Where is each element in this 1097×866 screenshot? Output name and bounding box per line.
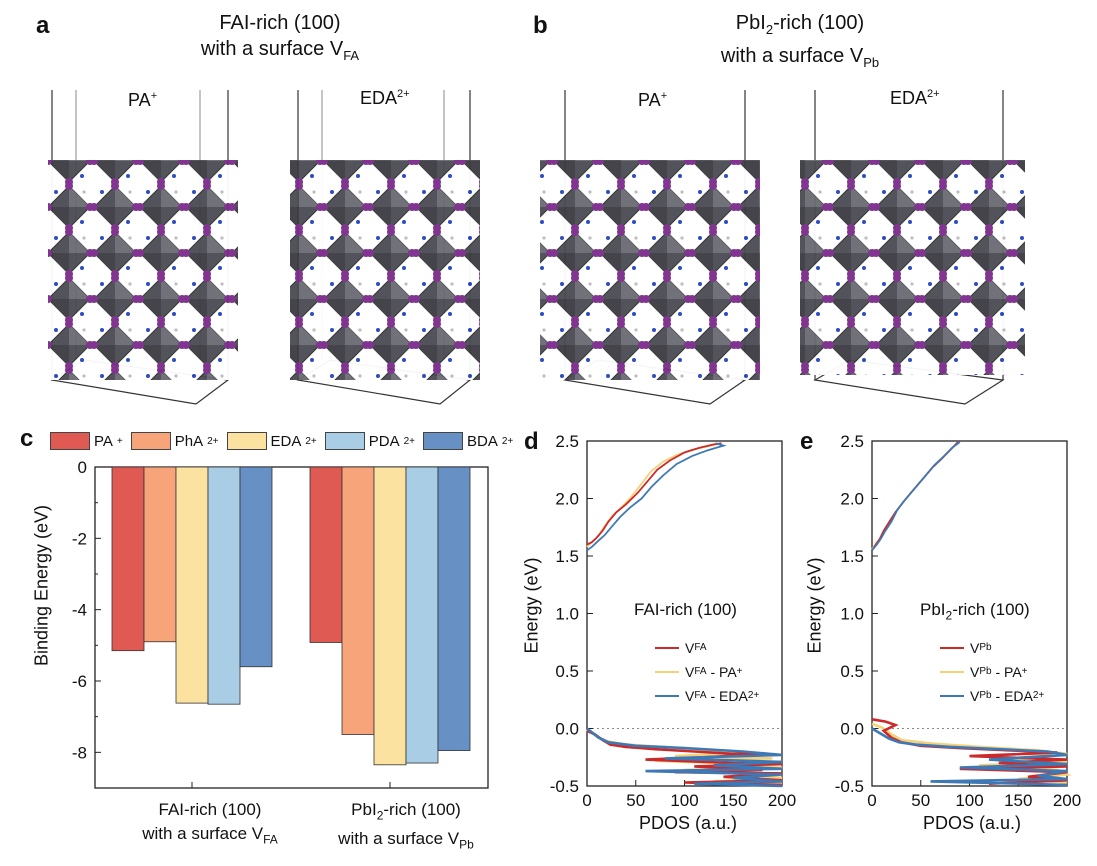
- bar-ytick-label: -8: [72, 743, 87, 762]
- pdos-chart-d: -0.5 0.0 0.5 1.0 1.5 2.0 2.5 0 50 100 150 200: [550, 432, 796, 810]
- bar-group-label-2: PbI2-rich (100) with a surface VPb: [338, 800, 474, 852]
- pdos-ytick-label: 1.0: [555, 605, 579, 624]
- pdos-xtick-label: 200: [768, 791, 796, 810]
- pdos-d-annotation: FAI-rich (100): [634, 600, 737, 619]
- bar-ytick-label: -2: [72, 529, 87, 548]
- bar-group-label-1: FAI-rich (100) with a surface VFA: [142, 800, 278, 847]
- bar: [341, 466, 375, 735]
- structure-label-2: EDA2+: [360, 88, 410, 108]
- bar-ylabel: Binding Energy (eV): [31, 504, 52, 667]
- panel-letter-e: e: [800, 428, 814, 455]
- panel-a-title-line1: FAI-rich (100): [219, 12, 341, 34]
- pdos-d-xlabel: PDOS (a.u.): [638, 813, 738, 833]
- bar: [143, 466, 177, 643]
- pdos-d-legend-item-1: V FA: [655, 636, 759, 660]
- pdos-d-legend-item-3: V FA - EDA 2+: [655, 684, 759, 708]
- panel-b-title-line2: with a surface VPb: [720, 45, 880, 70]
- structure-label-4: EDA2+: [890, 88, 940, 108]
- legend-item-pa: PA +: [50, 432, 123, 450]
- legend-item-eda: EDA 2+: [226, 432, 317, 450]
- bar-legend: PA + PhA 2+ EDA 2+ PDA 2+ BDA 2+: [50, 432, 513, 450]
- pdos-line-conduction-red: [871, 441, 959, 551]
- pdos-xtick-label: 0: [867, 791, 876, 810]
- pdos-d-legend-item-2: V FA - PA +: [655, 660, 759, 684]
- pdos-e-legend: V Pb V Pb - PA + V Pb - EDA 2+: [940, 636, 1044, 708]
- pdos-ytick-label: 2.5: [840, 432, 864, 451]
- pdos-ytick-label: 2.0: [840, 490, 864, 509]
- pdos-line-conduction-red: [586, 442, 722, 546]
- legend-swatch-pda: [324, 432, 365, 450]
- pdos-ytick-label: 0.5: [840, 662, 864, 681]
- pdos-ytick-label: 2.5: [555, 432, 579, 451]
- pdos-e-xlabel: PDOS (a.u.): [922, 813, 1022, 833]
- pdos-e-legend-item-3: V Pb - EDA 2+: [940, 684, 1044, 708]
- structure-1: [48, 90, 238, 405]
- pdos-ytick-label: 0.0: [555, 720, 579, 739]
- pdos-line-conduction-blue: [871, 441, 961, 551]
- pdos-chart-e: -0.5 0.0 0.5 1.0 1.5 2.0 2.5 0 50 100 150 200: [835, 432, 1081, 810]
- pdos-e-annotation: PbI2-rich (100): [920, 600, 1030, 623]
- bar: [239, 466, 273, 668]
- panel-letter-c: c: [20, 425, 34, 452]
- legend-swatch-eda: [226, 432, 267, 450]
- pdos-xtick-label: 200: [1053, 791, 1081, 810]
- pdos-xtick-label: 50: [911, 791, 930, 810]
- panel-b-title-line1: PbI2-rich (100): [735, 12, 865, 37]
- bar: [309, 466, 343, 643]
- pdos-xtick-label: 100: [955, 791, 983, 810]
- pdos-xtick-label: 150: [719, 791, 747, 810]
- bar-ytick-label: -6: [72, 672, 87, 691]
- bar: [437, 466, 471, 751]
- pdos-xtick-label: 0: [582, 791, 591, 810]
- pdos-xtick-label: 100: [670, 791, 698, 810]
- bar: [111, 466, 145, 652]
- pdos-d-legend: V FA V FA - PA + V FA - EDA 2+: [655, 636, 759, 708]
- pdos-line-valence-blue: [586, 727, 783, 788]
- legend-item-bda: BDA 2+: [423, 432, 513, 450]
- bar-chart: 0 -2 -4 -6 -8: [72, 458, 489, 789]
- pdos-e-legend-item-1: V Pb: [940, 636, 1044, 660]
- pdos-ytick-label: -0.5: [550, 777, 579, 796]
- panel-letter-d: d: [524, 428, 539, 455]
- legend-swatch-pa: [50, 432, 90, 450]
- bar: [373, 466, 407, 766]
- structure-label-3: PA+: [638, 90, 668, 110]
- pdos-line-valence-red: [586, 729, 783, 787]
- pdos-e-legend-item-2: V Pb - PA +: [940, 660, 1044, 684]
- legend-swatch-pha: [130, 432, 171, 450]
- bar: [175, 466, 209, 704]
- pdos-ytick-label: 0.0: [840, 720, 864, 739]
- panel-a-title-line2: with a surface VFA: [200, 38, 360, 63]
- legend-item-pha: PhA 2+: [130, 432, 219, 450]
- bar-ytick-label: -4: [72, 601, 87, 620]
- pdos-ytick-label: 1.5: [555, 547, 579, 566]
- pdos-xtick-label: 150: [1004, 791, 1032, 810]
- pdos-ytick-label: 1.5: [840, 547, 864, 566]
- structure-2: [290, 90, 480, 405]
- legend-item-pda: PDA 2+: [324, 432, 415, 450]
- pdos-line-valence-blue: [871, 727, 1068, 787]
- bar: [405, 466, 439, 764]
- pdos-ytick-label: 1.0: [840, 605, 864, 624]
- panel-letter-a: a: [36, 12, 50, 39]
- bar-ytick-label: 0: [78, 458, 87, 477]
- pdos-ytick-label: -0.5: [835, 777, 864, 796]
- pdos-d-ylabel: Energy (eV): [521, 557, 542, 654]
- structure-label-1: PA+: [128, 90, 158, 110]
- pdos-ytick-label: 2.0: [555, 490, 579, 509]
- pdos-line-conduction-blue: [586, 442, 727, 552]
- structure-4: [800, 90, 1025, 405]
- panel-b-title: PbI2-rich (100) with a surface VPb: [680, 10, 920, 76]
- pdos-ytick-label: 0.5: [555, 662, 579, 681]
- panel-a-title: FAI-rich (100) with a surface VFA: [160, 10, 400, 69]
- bar-plot-frame: [94, 466, 489, 789]
- legend-swatch-bda: [423, 432, 464, 450]
- bar: [207, 466, 241, 705]
- pdos-e-ylabel: Energy (eV): [804, 557, 825, 654]
- pdos-xtick-label: 50: [626, 791, 645, 810]
- crystal-structures: [48, 90, 1025, 405]
- structure-3: [540, 90, 760, 405]
- panel-letter-b: b: [533, 12, 548, 39]
